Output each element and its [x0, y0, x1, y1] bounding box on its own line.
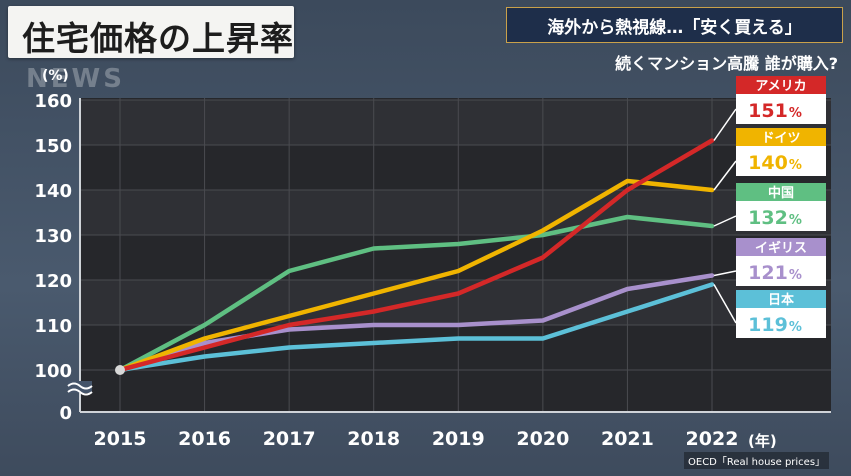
legend-name: ドイツ [761, 131, 800, 146]
x-tick-label: 2017 [263, 428, 316, 450]
chart-title: 住宅価格の上昇率 [22, 19, 294, 58]
legend-value: 132% [748, 207, 802, 229]
source-credit: OECD「Real house prices」 [684, 452, 830, 469]
legend-header [736, 238, 826, 256]
legend-header [736, 76, 826, 94]
legend-leader-line [713, 284, 737, 324]
plot-area [80, 98, 831, 412]
y-tick-label: 160 [34, 91, 72, 112]
legend-name: 日本 [768, 292, 794, 308]
legend-leader-line [713, 108, 737, 141]
plot-band [80, 280, 831, 325]
y-tick-label: 110 [34, 316, 72, 337]
legend-value-box [736, 201, 826, 231]
y-tick-label: 120 [34, 271, 72, 292]
news-subhead: 続くマンション高騰 誰が購入? [615, 54, 838, 73]
legend-value-box [736, 308, 826, 338]
series-line-5 [117, 282, 715, 373]
x-tick-label: 2019 [432, 428, 485, 450]
x-tick-label: 2022 [686, 428, 739, 450]
series-line-3 [117, 214, 715, 373]
y-tick-label: 0 [59, 403, 72, 424]
legend-entry-1: アメリカ 151% [713, 76, 826, 141]
legend-entry-5: 日本 119% [713, 284, 826, 338]
legend-header [736, 290, 826, 308]
legend-name: アメリカ [755, 79, 806, 94]
legend-value: 151% [748, 100, 802, 122]
legend-value: 140% [748, 152, 802, 174]
legend-header [736, 128, 826, 146]
news-headline: 海外から熱視線…「安く買える」 [506, 7, 843, 43]
legend-value-box [736, 146, 826, 176]
legend-name: 中国 [768, 185, 794, 201]
legend-leader-line [713, 160, 737, 191]
legend-entry-2: ドイツ 140% [713, 128, 826, 191]
y-tick-label: 130 [34, 226, 72, 247]
legend-header [736, 183, 826, 201]
news-watermark: NEWS [26, 64, 125, 94]
y-axis-unit: (%) [42, 68, 69, 84]
legend-leader-line [713, 270, 737, 277]
x-tick-label: 2021 [601, 428, 654, 450]
x-tick-label: 2016 [178, 428, 231, 450]
legend-value: 121% [748, 262, 802, 284]
legend-entry-3: 中国 132% [713, 183, 826, 231]
y-tick-label: 140 [34, 181, 72, 202]
legend-name: イギリス [755, 240, 807, 256]
x-tick-label: 2020 [516, 428, 569, 450]
plot-band [80, 190, 831, 235]
legend-leader-line [713, 215, 737, 227]
title-box: 住宅価格の上昇率 [8, 6, 294, 58]
series-line-1 [117, 138, 715, 373]
series-line-2 [117, 178, 715, 373]
y-tick-label: 100 [34, 361, 72, 382]
x-tick-label: 2015 [94, 428, 147, 450]
x-tick-label: 2018 [347, 428, 400, 450]
x-axis-unit: (年) [748, 432, 777, 450]
y-tick-label: 150 [34, 136, 72, 157]
legend-entry-4: イギリス 121% [713, 238, 826, 286]
axis-break-mark [67, 381, 93, 396]
series-line-4 [117, 273, 715, 373]
legend-value: 119% [748, 314, 802, 336]
legend-value-box [736, 256, 826, 286]
plot-band [80, 100, 831, 145]
start-point [115, 365, 125, 375]
legend-value-box [736, 94, 826, 124]
